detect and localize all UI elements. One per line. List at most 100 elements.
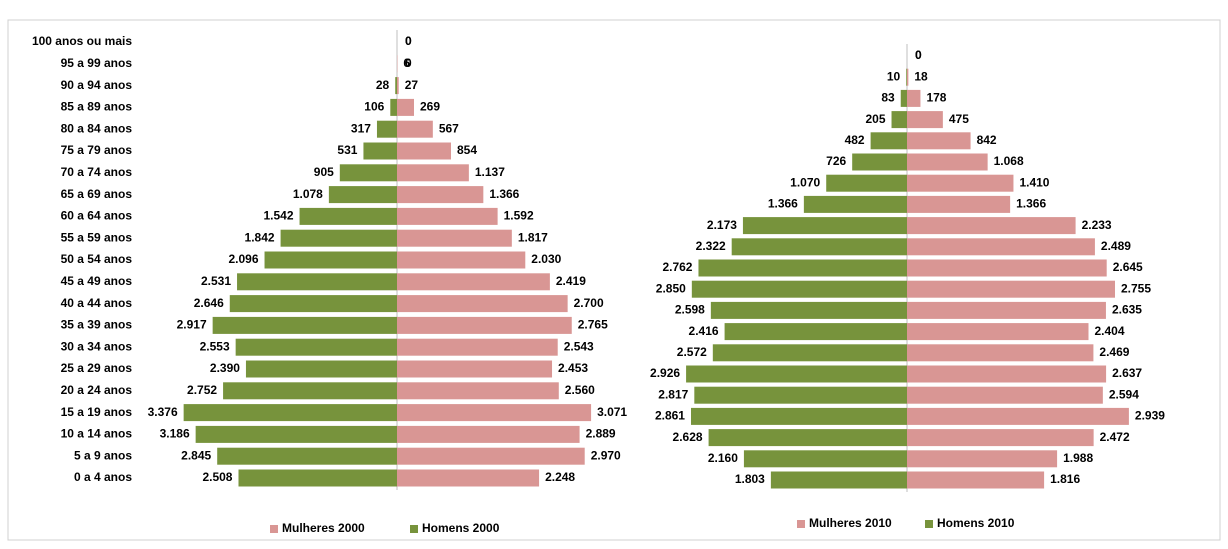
bar	[907, 302, 1106, 319]
value-label: 2.543	[564, 339, 594, 353]
value-label: 1.803	[735, 472, 765, 486]
value-label: 317	[351, 121, 371, 135]
bar	[725, 323, 907, 340]
value-label: 2.598	[675, 303, 705, 317]
category-label: 95 a 99 anos	[61, 56, 133, 70]
bar	[397, 77, 399, 94]
value-label: 2.917	[177, 318, 207, 332]
bar	[397, 121, 433, 138]
value-label: 2.453	[558, 361, 588, 375]
value-label: 726	[826, 154, 846, 168]
value-label: 2.419	[556, 274, 586, 288]
value-label: 2.531	[201, 274, 231, 288]
value-label: 2.173	[707, 218, 737, 232]
value-label: 0	[915, 48, 922, 62]
bar	[694, 387, 907, 404]
value-label: 0	[405, 56, 412, 70]
value-label: 3.186	[160, 427, 190, 441]
category-label: 40 a 44 anos	[61, 296, 133, 310]
legend-label: Homens 2000	[422, 521, 500, 535]
value-label: 1.366	[1016, 197, 1046, 211]
bar	[397, 404, 591, 421]
bar	[390, 99, 397, 116]
value-label: 106	[364, 100, 384, 114]
category-label: 65 a 69 anos	[61, 187, 133, 201]
bar	[397, 470, 539, 487]
value-label: 28	[376, 78, 390, 92]
bar	[907, 111, 943, 128]
value-label: 475	[949, 112, 969, 126]
value-label: 1.068	[994, 154, 1024, 168]
value-label: 1.816	[1050, 472, 1080, 486]
bar	[743, 217, 907, 234]
value-label: 2.030	[531, 252, 561, 266]
value-label: 2.970	[591, 448, 621, 462]
value-label: 1.137	[475, 165, 505, 179]
category-label: 90 a 94 anos	[61, 78, 133, 92]
category-label: 50 a 54 anos	[61, 252, 133, 266]
value-label: 2.472	[1100, 430, 1130, 444]
value-label: 567	[439, 121, 459, 135]
bar	[237, 273, 397, 290]
value-label: 842	[977, 133, 997, 147]
bar	[397, 339, 558, 356]
value-label: 83	[881, 91, 895, 105]
bar	[265, 252, 397, 269]
value-label: 2.637	[1112, 366, 1142, 380]
bar	[397, 208, 498, 225]
value-label: 854	[457, 143, 477, 157]
category-label: 100 anos ou mais	[32, 34, 132, 48]
value-label: 482	[845, 133, 865, 147]
bar	[709, 429, 907, 446]
bar	[397, 230, 512, 247]
category-label: 45 a 49 anos	[61, 274, 133, 288]
value-label: 3.376	[148, 405, 178, 419]
bar	[907, 450, 1057, 467]
category-label: 60 a 64 anos	[61, 209, 133, 223]
bar	[744, 450, 907, 467]
bar	[397, 186, 483, 203]
value-label: 1.078	[293, 187, 323, 201]
bar	[907, 217, 1076, 234]
value-label: 1.542	[264, 209, 294, 223]
bar	[906, 69, 907, 86]
bar	[329, 186, 397, 203]
value-label: 0	[405, 34, 412, 48]
bar	[395, 77, 397, 94]
bar	[397, 426, 580, 443]
bar	[907, 69, 908, 86]
legend-label: Mulheres 2000	[282, 521, 365, 535]
legend-swatch	[925, 520, 933, 528]
bar	[907, 366, 1106, 383]
bar	[713, 344, 907, 361]
value-label: 1.842	[245, 230, 275, 244]
legend-swatch	[410, 525, 418, 533]
bar	[397, 317, 572, 334]
value-label: 2.508	[202, 470, 232, 484]
bar	[691, 408, 907, 425]
value-label: 2.594	[1109, 387, 1139, 401]
bar	[907, 260, 1107, 277]
bar	[397, 273, 550, 290]
value-label: 27	[405, 78, 419, 92]
value-label: 531	[337, 143, 357, 157]
bar	[692, 281, 907, 298]
category-label: 25 a 29 anos	[61, 361, 133, 375]
bar	[184, 404, 397, 421]
value-label: 2.160	[708, 451, 738, 465]
legend-swatch	[270, 525, 278, 533]
category-label: 85 a 89 anos	[61, 100, 133, 114]
value-label: 2.248	[545, 470, 575, 484]
legend-label: Homens 2010	[937, 516, 1015, 530]
bar	[196, 426, 397, 443]
bar	[686, 366, 907, 383]
value-label: 2.645	[1113, 260, 1143, 274]
bar	[826, 175, 907, 192]
category-label: 0 a 4 anos	[74, 470, 132, 484]
bar	[223, 382, 397, 399]
value-label: 2.404	[1095, 324, 1125, 338]
value-label: 2.233	[1082, 218, 1112, 232]
bar	[213, 317, 397, 334]
value-label: 18	[914, 69, 928, 83]
